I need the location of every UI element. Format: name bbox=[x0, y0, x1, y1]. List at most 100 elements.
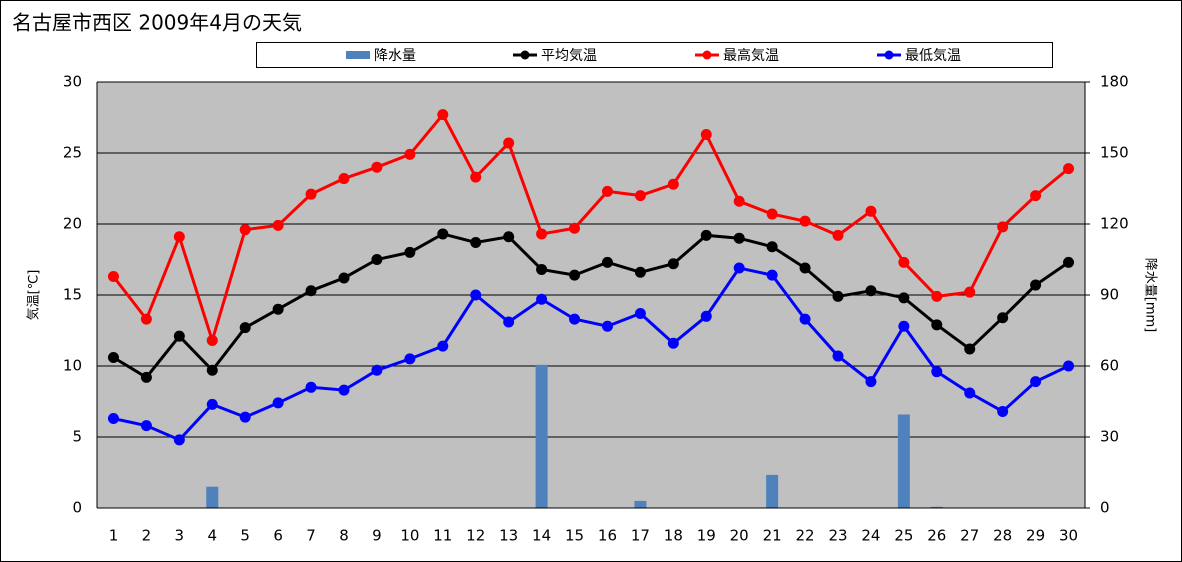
point bbox=[931, 290, 943, 302]
x-tick-label: 25 bbox=[894, 527, 913, 545]
point bbox=[569, 313, 581, 325]
y-tick-label: 10 bbox=[63, 357, 82, 375]
point bbox=[338, 272, 350, 284]
point bbox=[206, 398, 218, 410]
legend-marker bbox=[702, 50, 712, 60]
point bbox=[634, 190, 646, 202]
point bbox=[964, 343, 976, 355]
y-axis-label: 気温[℃] bbox=[26, 270, 42, 321]
point bbox=[272, 219, 284, 231]
point bbox=[601, 320, 613, 332]
x-tick-label: 9 bbox=[372, 527, 382, 545]
point bbox=[437, 340, 449, 352]
line bbox=[112, 232, 1070, 380]
point bbox=[371, 161, 383, 173]
y2-tick-label: 90 bbox=[1100, 286, 1119, 304]
point bbox=[601, 256, 613, 268]
bar bbox=[535, 364, 548, 508]
bar bbox=[766, 474, 779, 508]
point bbox=[305, 285, 317, 297]
point bbox=[536, 228, 548, 240]
legend-marker bbox=[884, 50, 894, 60]
point bbox=[536, 293, 548, 305]
point bbox=[371, 254, 383, 265]
point bbox=[766, 269, 778, 281]
x-tick-label: 13 bbox=[499, 527, 518, 545]
point bbox=[898, 256, 910, 268]
point bbox=[634, 307, 646, 319]
x-tick-label: 30 bbox=[1059, 527, 1078, 545]
x-tick-label: 15 bbox=[565, 527, 584, 545]
y-tick-label: 25 bbox=[63, 144, 82, 162]
legend-label: 降水量 bbox=[374, 48, 416, 64]
x-tick-label: 1 bbox=[109, 527, 119, 545]
point bbox=[667, 258, 679, 270]
x-tick-label: 20 bbox=[730, 527, 749, 545]
point bbox=[404, 246, 416, 258]
point bbox=[140, 420, 152, 432]
x-tick-label: 16 bbox=[598, 527, 617, 545]
point bbox=[470, 289, 482, 301]
y2-tick-label: 30 bbox=[1100, 428, 1119, 446]
point bbox=[733, 262, 745, 274]
point bbox=[766, 208, 778, 220]
legend-marker bbox=[346, 51, 370, 59]
line bbox=[113, 266, 1070, 442]
x-tick-label: 24 bbox=[861, 527, 880, 545]
point bbox=[470, 236, 482, 248]
point bbox=[832, 350, 844, 362]
bar bbox=[897, 414, 910, 508]
point bbox=[766, 241, 778, 253]
point bbox=[1030, 279, 1042, 291]
y2-tick-label: 0 bbox=[1100, 499, 1110, 517]
y2-tick-label: 60 bbox=[1100, 357, 1119, 375]
point bbox=[173, 434, 185, 446]
point bbox=[964, 387, 976, 399]
point bbox=[503, 137, 515, 149]
x-tick-label: 26 bbox=[927, 527, 946, 545]
point bbox=[700, 129, 712, 141]
x-tick-label: 4 bbox=[207, 527, 217, 545]
x-tick-label: 27 bbox=[960, 527, 979, 545]
x-tick-label: 17 bbox=[631, 527, 650, 545]
point bbox=[239, 322, 251, 334]
point bbox=[404, 353, 416, 365]
legend-label: 平均気温 bbox=[541, 48, 597, 64]
y-tick-label: 15 bbox=[63, 286, 82, 304]
point bbox=[997, 405, 1009, 417]
point bbox=[733, 232, 745, 244]
point bbox=[601, 185, 613, 197]
point bbox=[799, 313, 811, 325]
bar bbox=[634, 500, 647, 508]
y2-tick-label: 180 bbox=[1100, 73, 1129, 91]
point bbox=[700, 229, 712, 241]
x-tick-label: 21 bbox=[763, 527, 782, 545]
point bbox=[1063, 163, 1075, 175]
point bbox=[371, 364, 383, 376]
x-tick-label: 23 bbox=[828, 527, 847, 545]
x-tick-label: 18 bbox=[664, 527, 683, 545]
x-tick-label: 28 bbox=[993, 527, 1012, 545]
point bbox=[865, 285, 877, 297]
point bbox=[667, 178, 679, 190]
point bbox=[140, 313, 152, 325]
point bbox=[173, 330, 185, 342]
point bbox=[536, 263, 548, 275]
point bbox=[503, 231, 515, 243]
point bbox=[799, 215, 811, 227]
point bbox=[865, 376, 877, 388]
x-tick-label: 3 bbox=[175, 527, 185, 545]
point bbox=[931, 366, 943, 378]
point bbox=[272, 397, 284, 409]
x-tick-label: 5 bbox=[240, 527, 250, 545]
point bbox=[239, 224, 251, 236]
x-tick-label: 7 bbox=[306, 527, 316, 545]
point bbox=[733, 195, 745, 207]
point bbox=[272, 303, 284, 315]
point bbox=[832, 290, 844, 302]
point bbox=[173, 231, 185, 243]
legend-label: 最低気温 bbox=[905, 48, 961, 64]
point bbox=[206, 334, 218, 346]
x-tick-label: 10 bbox=[400, 527, 419, 545]
